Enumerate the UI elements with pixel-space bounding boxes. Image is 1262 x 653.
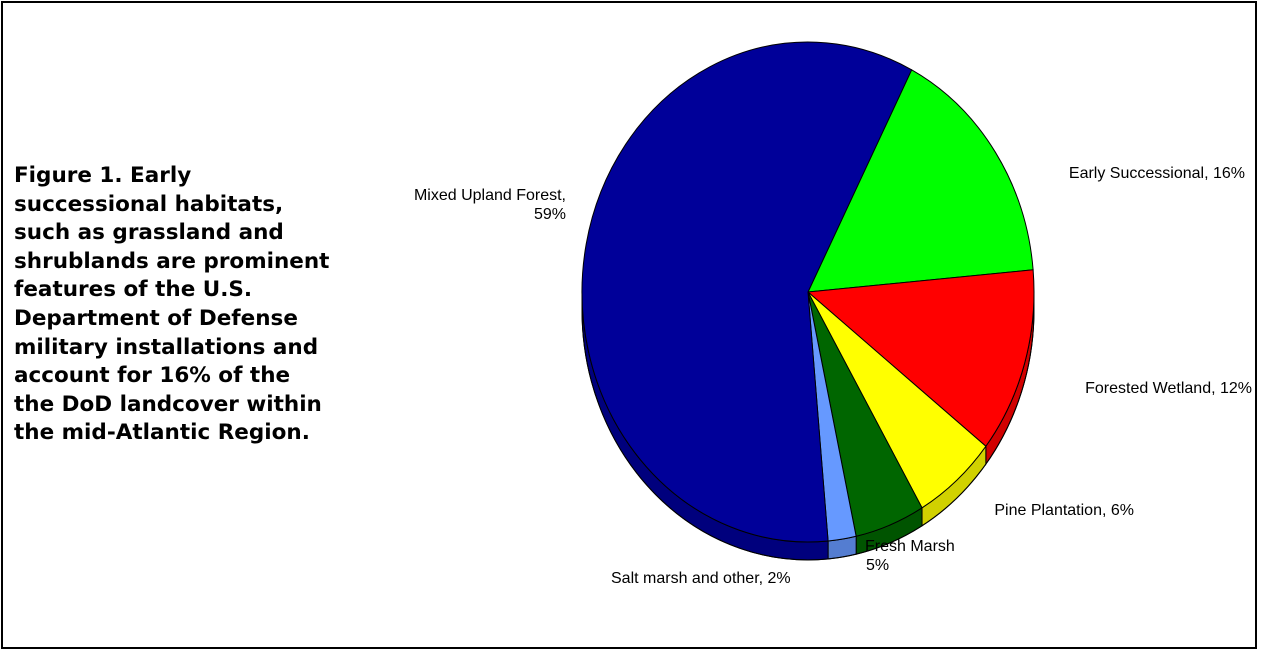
pie-label-pine-plantation: Pine Plantation, 6%: [994, 502, 1134, 519]
pie-label-line: Fresh Marsh: [865, 538, 955, 555]
pie-labels: Early Successional, 16% Forested Wetland,…: [414, 165, 1252, 587]
pie-label-salt-marsh-and-other: Salt marsh and other, 2%: [611, 570, 791, 587]
pie-label-line: 5%: [866, 557, 889, 574]
pie-slice-mixed-upland-forest: [581, 41, 913, 543]
pie-label-forested-wetland: Forested Wetland, 12%: [1085, 380, 1252, 397]
pie-label-line: Mixed Upland Forest,: [414, 187, 566, 204]
pie-label-early-successional: Early Successional, 16%: [1069, 165, 1245, 182]
pie-rim-outline: [581, 309, 1035, 561]
pie-label-line: Salt marsh and other, 2%: [611, 570, 791, 587]
pie-depth: [581, 291, 1035, 561]
pie-label-line: 59%: [534, 206, 566, 223]
pie-label-line: Forested Wetland, 12%: [1085, 380, 1252, 397]
pie-label-line: Pine Plantation, 6%: [994, 502, 1134, 519]
pie-label-fresh-marsh: Fresh Marsh 5%: [865, 538, 955, 574]
pie-label-mixed-upland-forest: Mixed Upland Forest, 59%: [414, 187, 566, 223]
pie-label-line: Early Successional, 16%: [1069, 165, 1245, 182]
pie-top: [581, 41, 1035, 543]
pie-slice-forested-wetland: [806, 269, 1035, 447]
pie-slice-early-successional: [807, 69, 1034, 293]
figure-caption: Figure 1. Early successional habitats, s…: [14, 163, 330, 446]
